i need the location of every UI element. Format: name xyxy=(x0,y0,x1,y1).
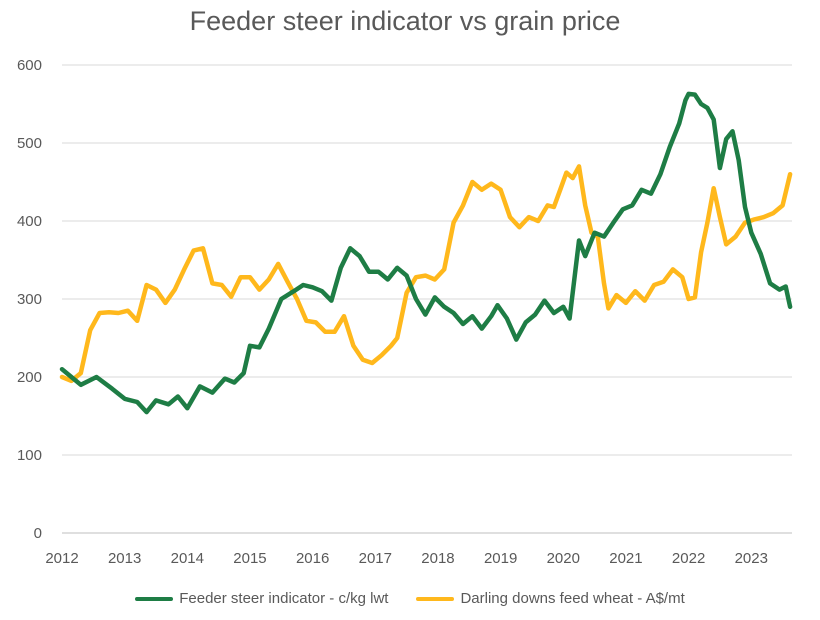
x-tick-label: 2022 xyxy=(672,550,705,567)
x-axis-ticks: 2012 2013 2014 2015 2016 2017 2018 2019 2020 2021… xyxy=(45,550,768,567)
y-axis-ticks: 0 100 200 300 400 500 600 xyxy=(17,57,42,542)
x-tick-label: 2016 xyxy=(296,550,329,567)
legend: Feeder steer indicator - c/kg lwt Darlin… xyxy=(0,590,820,607)
x-tick-label: 2018 xyxy=(421,550,454,567)
series-line-feeder-steer xyxy=(59,91,793,415)
y-tick-label: 600 xyxy=(17,57,42,74)
y-tick-label: 400 xyxy=(17,213,42,230)
x-tick-label: 2023 xyxy=(735,550,768,567)
y-tick-label: 200 xyxy=(17,369,42,386)
legend-item-feeder-steer: Feeder steer indicator - c/kg lwt xyxy=(135,590,388,607)
y-tick-label: 500 xyxy=(17,135,42,152)
legend-label-feeder-steer: Feeder steer indicator - c/kg lwt xyxy=(179,590,389,607)
x-tick-label: 2020 xyxy=(547,550,580,567)
legend-swatch-feed-wheat xyxy=(416,596,455,601)
x-tick-label: 2012 xyxy=(45,550,78,567)
x-tick-label: 2021 xyxy=(609,550,642,567)
legend-label-feed-wheat: Darling downs feed wheat - A$/mt xyxy=(460,590,685,607)
x-tick-label: 2015 xyxy=(233,550,266,567)
series-line-feed-wheat xyxy=(59,164,793,384)
legend-swatch-feeder-steer xyxy=(135,596,174,601)
x-tick-label: 2017 xyxy=(359,550,392,567)
chart-title: Feeder steer indicator vs grain price xyxy=(189,6,621,36)
legend-item-feed-wheat: Darling downs feed wheat - A$/mt xyxy=(416,590,685,607)
x-tick-label: 2019 xyxy=(484,550,517,567)
gridlines xyxy=(62,64,792,534)
x-tick-label: 2014 xyxy=(171,550,204,567)
x-tick-label: 2013 xyxy=(108,550,141,567)
y-tick-label: 0 xyxy=(34,525,42,542)
y-tick-label: 300 xyxy=(17,291,42,308)
series-lines xyxy=(59,91,793,415)
y-tick-label: 100 xyxy=(17,447,42,464)
